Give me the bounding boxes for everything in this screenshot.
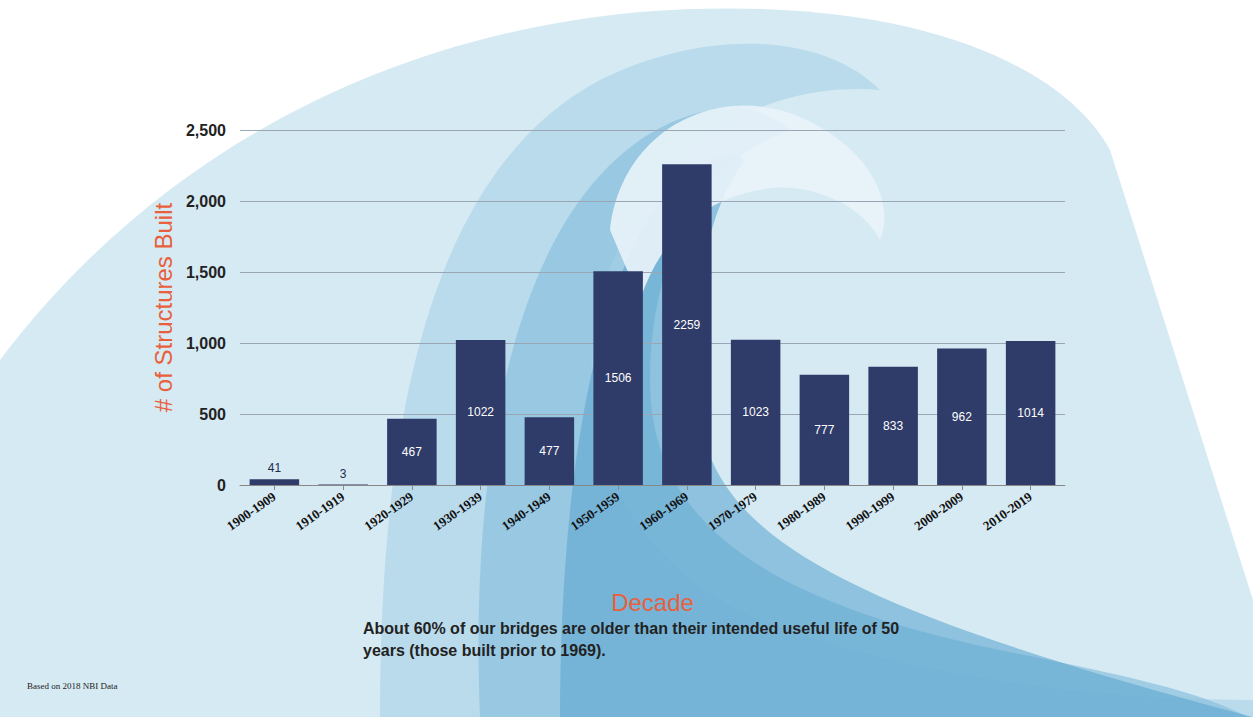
svg-text:1900-1909: 1900-1909 <box>224 489 279 534</box>
svg-text:1970-1979: 1970-1979 <box>705 489 760 534</box>
svg-text:1023: 1023 <box>742 405 769 419</box>
svg-text:1022: 1022 <box>467 405 494 419</box>
svg-text:2010-2019: 2010-2019 <box>980 489 1035 534</box>
svg-text:1920-1929: 1920-1929 <box>361 489 416 534</box>
svg-text:1940-1949: 1940-1949 <box>499 489 554 534</box>
svg-text:2,500: 2,500 <box>186 122 226 139</box>
svg-text:467: 467 <box>402 445 422 459</box>
svg-text:0: 0 <box>217 477 226 494</box>
svg-text:1506: 1506 <box>605 371 632 385</box>
svg-text:Decade: Decade <box>611 589 694 616</box>
svg-text:1930-1939: 1930-1939 <box>430 489 485 534</box>
svg-text:41: 41 <box>268 461 282 475</box>
svg-text:2000-2009: 2000-2009 <box>911 489 966 534</box>
svg-text:1980-1989: 1980-1989 <box>774 489 829 534</box>
svg-text:1014: 1014 <box>1017 406 1044 420</box>
svg-text:Based on 2018 NBI Data: Based on 2018 NBI Data <box>27 681 117 691</box>
svg-text:years (those built prior to 19: years (those built prior to 1969). <box>363 642 606 659</box>
svg-text:777: 777 <box>814 423 834 437</box>
svg-text:1,000: 1,000 <box>186 335 226 352</box>
svg-text:500: 500 <box>199 406 226 423</box>
svg-text:3: 3 <box>340 467 347 481</box>
svg-text:1950-1959: 1950-1959 <box>568 489 623 534</box>
svg-text:1910-1919: 1910-1919 <box>293 489 348 534</box>
svg-text:962: 962 <box>952 410 972 424</box>
svg-text:2,000: 2,000 <box>186 193 226 210</box>
svg-text:1960-1969: 1960-1969 <box>636 489 691 534</box>
svg-text:1990-1999: 1990-1999 <box>843 489 898 534</box>
svg-text:About 60% of our bridges are o: About 60% of our bridges are older than … <box>363 620 904 637</box>
svg-text:1,500: 1,500 <box>186 264 226 281</box>
svg-text:# of Structures Built: # of Structures Built <box>150 202 177 412</box>
svg-text:833: 833 <box>883 419 903 433</box>
svg-text:477: 477 <box>539 444 559 458</box>
svg-text:2259: 2259 <box>674 318 701 332</box>
